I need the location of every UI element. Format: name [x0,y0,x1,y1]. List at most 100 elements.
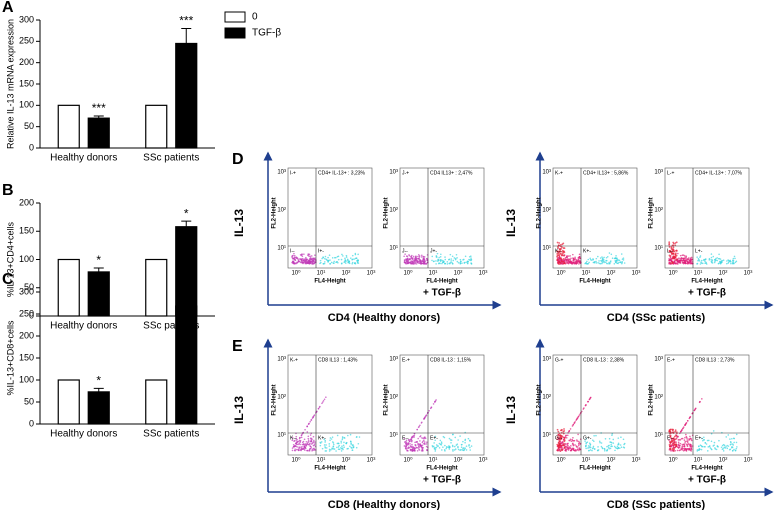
event-dot [679,257,682,260]
event-dot [578,263,580,265]
event-dot [674,253,677,256]
event-dot [603,256,605,259]
event-dot [431,255,434,258]
event-dot [470,255,472,257]
event-dot [589,257,591,260]
event-dot [715,257,717,260]
event-dot [566,258,568,261]
event-dot [613,445,616,448]
event-dot [343,446,345,449]
event-dot [672,252,675,255]
event-dot [690,258,693,260]
event-dot [618,447,621,450]
event-dot [725,436,728,438]
event-dot [710,432,713,435]
event-dot [301,445,303,448]
event-dot [712,445,715,447]
event-dot [689,435,691,438]
event-dot [419,262,422,265]
event-dot [470,262,473,265]
event-dot [571,438,573,441]
event-dot [588,446,590,449]
event-dot [441,259,443,262]
event-dot [685,256,687,258]
event-dot [423,262,425,265]
event-dot [556,246,559,248]
event-dot [348,260,350,262]
event-dot [575,446,578,448]
gate-label: J+- [430,248,437,254]
event-dot [293,252,295,255]
event-dot [617,262,619,265]
event-dot [301,261,304,264]
gate-label: K-- [555,248,562,254]
event-dot [617,437,620,439]
event-dot [681,445,684,447]
event-dot [327,256,329,259]
event-dot [673,450,675,452]
y-tick-label: 10² [542,395,551,401]
event-dot [291,255,294,257]
event-dot [718,439,720,442]
y-tick-label: 10³ [654,357,663,363]
event-dot [320,441,323,443]
event-dot [322,399,325,402]
event-dot [411,443,413,446]
event-dot [614,257,616,260]
event-dot [578,441,581,444]
event-dot [704,445,706,448]
event-dot [699,448,701,451]
plot-frame [287,167,373,269]
event-dot [428,409,430,412]
event-dot [722,450,725,452]
event-dot [430,406,433,409]
event-dot [595,260,597,263]
event-dot [419,259,422,262]
event-dot [622,259,625,261]
event-dot [423,443,425,445]
event-dot [559,438,562,441]
event-dot [431,445,434,447]
event-dot [685,258,687,261]
event-dot [673,250,675,253]
event-dot [566,434,569,437]
event-dot [566,448,569,450]
event-dot [598,262,601,265]
event-dot [721,444,724,447]
event-dot [567,262,570,265]
y-tick-label: 250 [19,36,34,46]
event-dot [357,253,359,256]
event-dot [417,255,419,258]
y-axis-label: FL2-Height [649,197,655,228]
event-dot [409,258,411,261]
event-dot [467,260,469,263]
event-dot [452,433,454,436]
gate-label: CD4+ IL13+ : 5,86% [583,170,629,176]
event-dot [312,444,315,447]
event-dot [313,447,315,450]
event-dot [446,261,449,263]
y-tick-label: 100 [19,374,34,384]
event-dot [450,260,452,262]
event-dot [683,259,686,261]
event-dot [573,449,576,452]
event-dot [446,263,449,265]
event-dot [685,260,688,262]
gate-label: CD8 IL13 : 1,43% [318,357,358,363]
event-dot [438,256,440,259]
event-dot [329,437,332,439]
treatment-label: + TGF-β [688,288,726,299]
y-tick-label: 10¹ [277,433,286,439]
event-dot [569,255,571,257]
event-dot [608,261,610,264]
event-dot [672,246,675,249]
event-dot [297,260,300,263]
event-dot [577,448,579,450]
event-dot [322,262,325,265]
event-dot [310,439,313,442]
event-dot [419,435,421,438]
event-dot [299,441,301,444]
event-dot [570,449,573,451]
event-dot [574,256,576,259]
event-dot [686,441,689,444]
